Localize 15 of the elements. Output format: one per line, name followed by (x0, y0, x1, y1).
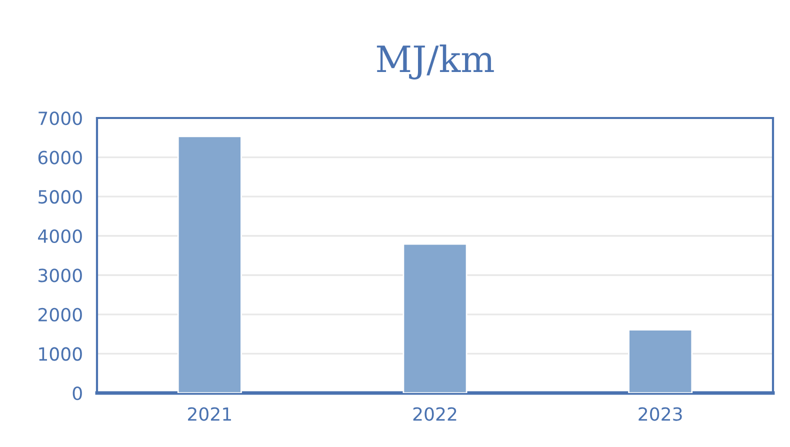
y-tick-label: 6000 (38, 150, 82, 164)
bar (402, 243, 468, 393)
y-tick-label: 1000 (39, 347, 82, 361)
y-tick-label: 0 (72, 386, 82, 400)
y-tick-label: 2000 (38, 308, 82, 322)
y-tick-label: 4000 (38, 229, 82, 243)
x-tick-label: 2023 (638, 407, 682, 421)
bar (177, 136, 242, 393)
x-tick-label: 2022 (413, 407, 456, 421)
y-tick-label: 7000 (38, 111, 82, 126)
bar (628, 329, 693, 393)
chart-title: MJ/km (376, 44, 494, 80)
y-tick-label: 3000 (38, 268, 82, 282)
x-tick-label: 2021 (188, 407, 231, 421)
y-tick-label: 5000 (38, 190, 82, 204)
